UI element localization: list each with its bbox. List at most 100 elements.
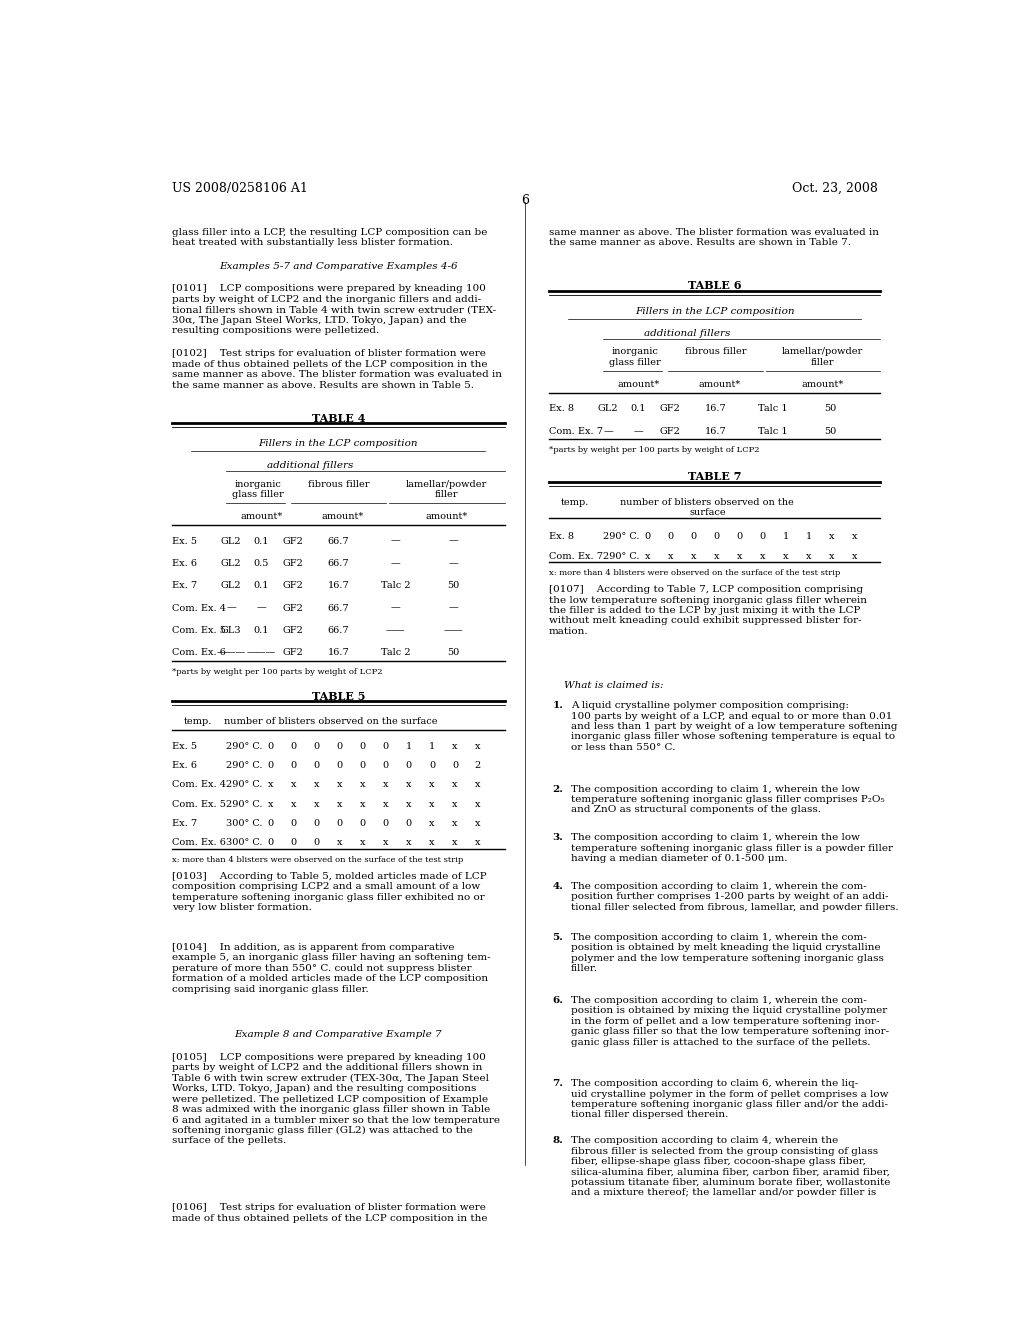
Text: x: x (453, 800, 458, 809)
Text: inorganic
glass filler: inorganic glass filler (232, 479, 284, 499)
Text: amount*: amount* (322, 512, 364, 521)
Text: 50: 50 (824, 426, 837, 436)
Text: Talc 1: Talc 1 (758, 404, 787, 413)
Text: x: x (383, 780, 389, 789)
Text: 0: 0 (452, 762, 458, 770)
Text: ——: —— (443, 626, 463, 635)
Text: Fillers in the LCP composition: Fillers in the LCP composition (258, 440, 418, 447)
Text: GF2: GF2 (283, 558, 303, 568)
Text: 1: 1 (406, 742, 412, 751)
Text: x: x (314, 780, 319, 789)
Text: GF2: GF2 (659, 426, 681, 436)
Text: amount*: amount* (617, 380, 660, 389)
Text: [0103]    According to Table 5, molded articles made of LCP
composition comprisi: [0103] According to Table 5, molded arti… (172, 873, 486, 912)
Text: —: — (449, 558, 459, 568)
Text: x: x (337, 800, 343, 809)
Text: 0.5: 0.5 (254, 558, 269, 568)
Text: 0.1: 0.1 (254, 626, 269, 635)
Text: 290° C.: 290° C. (602, 532, 639, 541)
Text: Talc 2: Talc 2 (381, 648, 411, 657)
Text: —: — (390, 558, 400, 568)
Text: 0: 0 (406, 820, 412, 828)
Text: x: x (360, 780, 366, 789)
Text: 0: 0 (737, 532, 743, 541)
Text: 16.7: 16.7 (705, 404, 726, 413)
Text: Example 8 and Comparative Example 7: Example 8 and Comparative Example 7 (234, 1031, 442, 1039)
Text: number of blisters observed on the
surface: number of blisters observed on the surfa… (621, 498, 795, 517)
Text: GF2: GF2 (283, 648, 303, 657)
Text: 2.: 2. (553, 784, 563, 793)
Text: ———: ——— (216, 648, 246, 657)
Text: 1: 1 (429, 742, 435, 751)
Text: temp.: temp. (183, 718, 212, 726)
Text: 1.: 1. (553, 701, 563, 710)
Text: —: — (634, 426, 643, 436)
Text: x: x (429, 838, 435, 847)
Text: Ex. 5: Ex. 5 (172, 742, 197, 751)
Text: A liquid crystalline polymer composition comprising:
100 parts by weight of a LC: A liquid crystalline polymer composition… (570, 701, 897, 752)
Text: The composition according to claim 1, wherein the low
temperature softening inor: The composition according to claim 1, wh… (570, 833, 893, 863)
Text: 0: 0 (406, 762, 412, 770)
Text: 5.: 5. (553, 933, 563, 942)
Text: Ex. 7: Ex. 7 (172, 820, 197, 828)
Text: [0105]    LCP compositions were prepared by kneading 100
parts by weight of LCP2: [0105] LCP compositions were prepared by… (172, 1053, 500, 1146)
Text: Ex. 6: Ex. 6 (172, 558, 197, 568)
Text: 8.: 8. (553, 1137, 563, 1146)
Text: inorganic
glass filler: inorganic glass filler (609, 347, 660, 367)
Text: GF2: GF2 (283, 603, 303, 612)
Text: x: x (383, 800, 389, 809)
Text: amount*: amount* (241, 512, 284, 521)
Text: x: x (783, 552, 788, 561)
Text: 0: 0 (268, 838, 273, 847)
Text: x: x (829, 552, 835, 561)
Text: The composition according to claim 1, wherein the low
temperature softening inor: The composition according to claim 1, wh… (570, 784, 885, 814)
Text: Com. Ex. 5: Com. Ex. 5 (172, 626, 225, 635)
Text: x: x (475, 838, 480, 847)
Text: x: x (314, 800, 319, 809)
Text: 0: 0 (359, 742, 366, 751)
Text: Com. Ex. 4: Com. Ex. 4 (172, 780, 225, 789)
Text: 50: 50 (447, 648, 460, 657)
Text: x: x (337, 780, 343, 789)
Text: The composition according to claim 1, wherein the com-
position further comprise: The composition according to claim 1, wh… (570, 882, 898, 912)
Text: glass filler into a LCP, the resulting LCP composition can be
heat treated with : glass filler into a LCP, the resulting L… (172, 227, 487, 247)
Text: The composition according to claim 4, wherein the
fibrous filler is selected fro: The composition according to claim 4, wh… (570, 1137, 890, 1197)
Text: Com. Ex. 7: Com. Ex. 7 (549, 426, 602, 436)
Text: 16.7: 16.7 (328, 581, 349, 590)
Text: additional fillers: additional fillers (267, 461, 353, 470)
Text: 0: 0 (383, 742, 389, 751)
Text: 0: 0 (313, 838, 319, 847)
Text: GL2: GL2 (221, 558, 242, 568)
Text: GL3: GL3 (221, 626, 242, 635)
Text: GF2: GF2 (659, 404, 681, 413)
Text: 0: 0 (291, 742, 297, 751)
Text: The composition according to claim 1, wherein the com-
position is obtained by m: The composition according to claim 1, wh… (570, 933, 884, 973)
Text: TABLE 4: TABLE 4 (311, 412, 365, 424)
Text: —: — (390, 603, 400, 612)
Text: TABLE 5: TABLE 5 (311, 690, 365, 702)
Text: [0102]    Test strips for evaluation of blister formation were
made of thus obta: [0102] Test strips for evaluation of bli… (172, 350, 502, 389)
Text: 50: 50 (824, 404, 837, 413)
Text: 0: 0 (313, 762, 319, 770)
Text: 0: 0 (337, 762, 343, 770)
Text: The composition according to claim 6, wherein the liq-
uid crystalline polymer i: The composition according to claim 6, wh… (570, 1080, 889, 1119)
Text: x: x (429, 780, 435, 789)
Text: 0: 0 (291, 820, 297, 828)
Text: x: x (475, 742, 480, 751)
Text: 1: 1 (806, 532, 812, 541)
Text: Ex. 8: Ex. 8 (549, 532, 573, 541)
Text: 290° C.: 290° C. (225, 800, 262, 809)
Text: —: — (603, 426, 613, 436)
Text: 290° C.: 290° C. (602, 552, 639, 561)
Text: x: x (737, 552, 742, 561)
Text: x: x (407, 800, 412, 809)
Text: x: x (291, 800, 297, 809)
Text: x: x (852, 552, 858, 561)
Text: 0: 0 (313, 820, 319, 828)
Text: x: x (407, 838, 412, 847)
Text: ———: ——— (247, 648, 275, 657)
Text: 66.7: 66.7 (328, 536, 349, 545)
Text: Ex. 5: Ex. 5 (172, 536, 197, 545)
Text: Talc 1: Talc 1 (758, 426, 787, 436)
Text: [0101]    LCP compositions were prepared by kneading 100
parts by weight of LCP2: [0101] LCP compositions were prepared by… (172, 284, 496, 335)
